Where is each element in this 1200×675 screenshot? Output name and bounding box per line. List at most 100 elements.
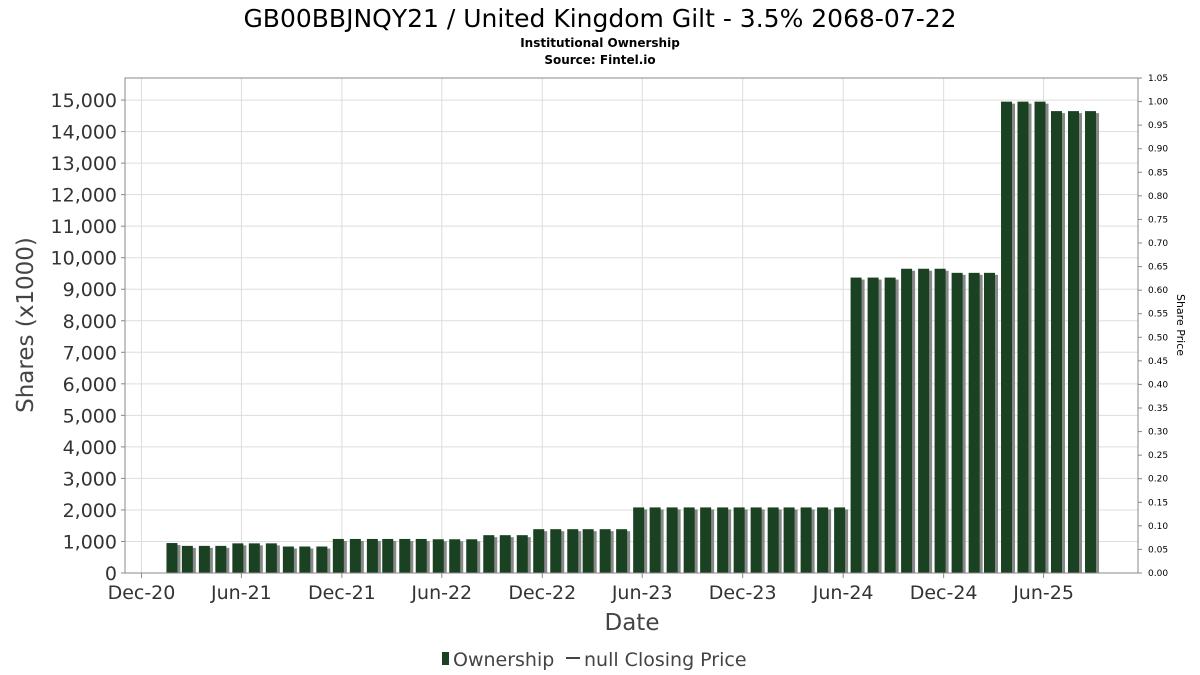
ownership-bar (198, 545, 213, 573)
ownership-bar (550, 529, 565, 573)
chart-subtitle-line-2: Source: Fintel.io (544, 53, 655, 67)
ownership-bar (649, 507, 664, 573)
ownership-bar (265, 543, 280, 573)
ownership-bar (567, 529, 582, 573)
ownership-bar (1034, 101, 1049, 574)
ownership-bar-body (550, 529, 562, 573)
chart-subtitle-line-1: Institutional Ownership (520, 36, 680, 50)
y-tick-label: 14,000 (51, 122, 117, 144)
right-tick-label: 0.85 (1148, 168, 1168, 178)
x-tick-label: Jun-21 (210, 582, 272, 604)
ownership-bar-body (432, 539, 444, 573)
ownership-bar-body (666, 507, 678, 573)
ownership-bar-body (616, 529, 628, 573)
ownership-bar-body (316, 546, 328, 573)
ownership-bar-body (800, 507, 812, 573)
x-tick-label: Dec-23 (709, 582, 777, 604)
ownership-bar-body (1034, 101, 1046, 574)
right-tick-label: 0.90 (1148, 145, 1168, 155)
right-tick-label: 0.60 (1148, 286, 1168, 296)
right-tick-label: 0.25 (1148, 451, 1168, 461)
y-tick-label: 15,000 (51, 90, 117, 112)
x-tick-label: Dec-22 (508, 582, 576, 604)
ownership-bar (968, 272, 983, 573)
ownership-bar-body (582, 529, 594, 573)
ownership-bar (633, 507, 648, 573)
right-tick-label: 0.30 (1148, 428, 1168, 438)
ownership-bar-body (366, 538, 378, 573)
ownership-bar (683, 507, 698, 573)
right-tick-label: 0.20 (1148, 475, 1168, 485)
ownership-bar-body (968, 272, 980, 573)
y-tick-label: 8,000 (63, 311, 117, 333)
x-tick-label: Dec-21 (308, 582, 376, 604)
ownership-bar (1017, 101, 1032, 574)
x-tick-label: Jun-25 (1012, 582, 1074, 604)
y-tick-label: 7,000 (63, 342, 117, 364)
ownership-bar (750, 507, 765, 573)
ownership-bar-body (1050, 111, 1062, 573)
ownership-bar-body (349, 538, 361, 573)
right-tick-label: 0.15 (1148, 498, 1168, 508)
ownership-bar-body (633, 507, 645, 573)
right-tick-label: 0.40 (1148, 380, 1168, 390)
ownership-bar-body (834, 507, 846, 573)
y-tick-label: 11,000 (51, 216, 117, 238)
legend-price-label: null Closing Price (584, 649, 747, 671)
ownership-bar (1068, 111, 1083, 573)
ownership-bar-body (951, 272, 963, 573)
ownership-bar (282, 546, 297, 573)
ownership-bar-body (733, 507, 745, 573)
ownership-bar (366, 538, 381, 573)
ownership-bar (499, 535, 514, 573)
ownership-bar-body (533, 529, 545, 573)
x-tick-label: Dec-20 (108, 582, 176, 604)
right-tick-label: 0.80 (1148, 192, 1168, 202)
ownership-bar-body (984, 272, 996, 573)
y-tick-label: 9,000 (63, 279, 117, 301)
ownership-bar (516, 535, 531, 573)
ownership-bar-body (700, 507, 712, 573)
ownership-bar (800, 507, 815, 573)
ownership-bar (382, 538, 397, 573)
ownership-bar-body (884, 277, 896, 573)
right-tick-label: 0.95 (1148, 121, 1168, 131)
y-tick-label: 4,000 (63, 437, 117, 459)
ownership-bar-body (181, 545, 193, 573)
ownership-bar (332, 538, 347, 573)
ownership-bar (700, 507, 715, 573)
y-tick-label: 2,000 (63, 500, 117, 522)
x-axis-ticks: Dec-20 Jun-21 Dec-21 Jun-22 Dec-22 Jun-23 Dec-… (108, 573, 1074, 604)
ownership-bar-body (499, 535, 511, 573)
right-tick-label: 1.05 (1148, 74, 1168, 84)
ownership-bar (432, 539, 447, 573)
legend: Ownership null Closing Price (442, 649, 747, 671)
y-tick-label: 13,000 (51, 153, 117, 175)
right-tick-label: 1.00 (1148, 98, 1168, 108)
ownership-bar (449, 539, 464, 573)
ownership-bar-body (750, 507, 762, 573)
y-tick-label: 0 (105, 563, 117, 585)
right-axis-title: Share Price (1174, 294, 1187, 356)
ownership-bar (1050, 111, 1065, 573)
ownership-bar (918, 268, 933, 573)
right-tick-label: 0.10 (1148, 522, 1168, 532)
ownership-bar-body (215, 545, 227, 573)
legend-ownership-swatch (442, 652, 449, 665)
ownership-bar (533, 529, 548, 573)
ownership-bar (299, 546, 314, 573)
ownership-bar-body (783, 507, 795, 573)
ownership-bar-body (1085, 111, 1097, 573)
ownership-bar-body (449, 539, 461, 573)
ownership-bar (349, 538, 364, 573)
ownership-bar-body (166, 543, 178, 573)
ownership-bar (834, 507, 849, 573)
right-tick-label: 0.75 (1148, 215, 1168, 225)
y-tick-label: 5,000 (63, 405, 117, 427)
y-tick-label: 10,000 (51, 248, 117, 270)
ownership-bar (181, 545, 196, 573)
ownership-bar-body (901, 268, 913, 573)
y-axis-title: Shares (x1000) (13, 237, 39, 413)
ownership-bar-body (717, 507, 729, 573)
